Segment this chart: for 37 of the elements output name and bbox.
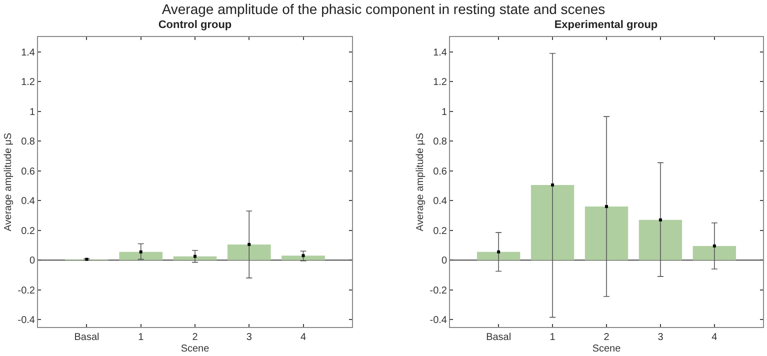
y-tick-label: 0.4 (433, 196, 448, 208)
chart-title: Control group (158, 19, 232, 31)
y-tick-label: 0.2 (21, 226, 36, 237)
x-tick-label: 3 (658, 332, 664, 343)
x-tick-label: Basal (74, 332, 100, 343)
y-tick-label: 0 (29, 256, 36, 267)
y-tick-label: -0.2 (430, 285, 448, 296)
y-tick-label: -0.4 (18, 315, 36, 326)
x-tick-label: Basal (486, 332, 512, 343)
y-tick-label: 0.8 (21, 136, 36, 148)
y-tick-label: 0.2 (433, 226, 448, 237)
chart-title: Experimental group (554, 19, 658, 31)
y-axis-title: Average amplitude μS (2, 132, 14, 232)
y-tick-label: 1 (441, 106, 448, 118)
y-tick-label: -0.4 (430, 315, 448, 326)
y-tick-label: 1.4 (433, 47, 448, 58)
y-tick-label: 1.2 (433, 77, 448, 88)
x-tick-label: 2 (192, 332, 198, 343)
text: Average amplitude of the phasic component in resting state and scenes (160, 1, 606, 17)
x-axis-title: Scene (592, 344, 622, 354)
y-tick-label: 1 (29, 106, 36, 118)
x-tick-label: 4 (712, 332, 718, 343)
x-tick-label: 2 (604, 332, 610, 343)
y-tick-label: 1.2 (21, 77, 36, 88)
x-tick-label: 1 (550, 332, 556, 343)
y-tick-label: 0.6 (21, 166, 36, 178)
y-tick-label: 0.8 (433, 136, 448, 148)
y-tick-label: 0 (441, 256, 448, 267)
y-tick-label: 0.6 (433, 166, 448, 178)
x-tick-label: 1 (138, 332, 144, 343)
x-tick-label: 4 (300, 332, 306, 343)
y-tick-label: -0.2 (18, 285, 36, 296)
y-tick-label: 1.4 (21, 47, 36, 58)
y-tick-label: 0.4 (21, 196, 36, 208)
x-tick-label: 3 (246, 332, 252, 343)
x-axis-title: Scene (180, 344, 210, 354)
y-axis-title: Average amplitude μS (414, 132, 426, 232)
